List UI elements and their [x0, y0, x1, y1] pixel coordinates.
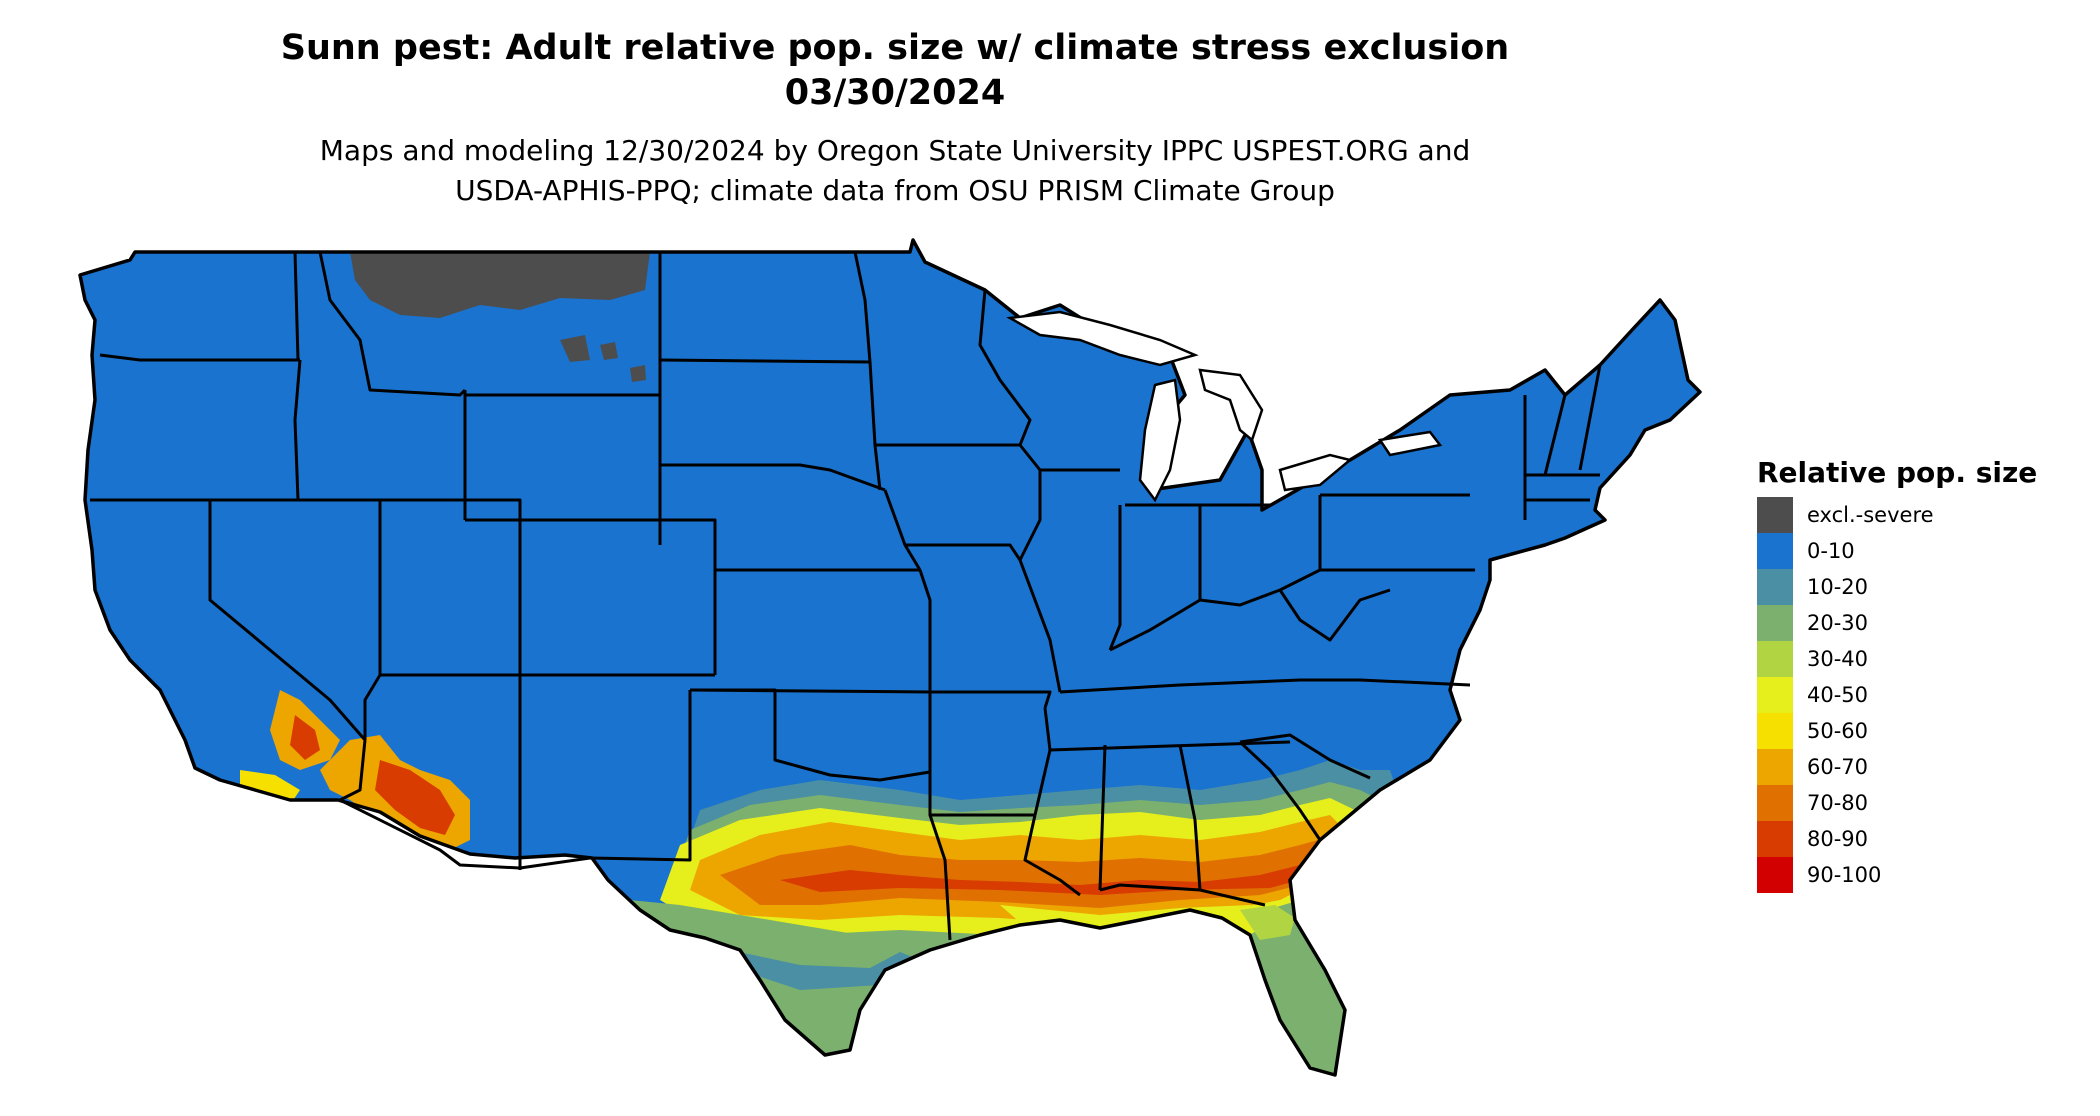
legend-item: excl.-severe — [1757, 497, 2037, 533]
border-la-ms — [1023, 814, 1081, 897]
legend-item: 50-60 — [1757, 713, 2037, 749]
legend-label: 0-10 — [1807, 539, 1855, 563]
legend-swatch — [1757, 785, 1793, 821]
legend-swatch — [1757, 497, 1793, 533]
border-nc-va-tn — [1300, 678, 1471, 687]
border-oh-ky-wv — [1109, 568, 1321, 652]
band-tx-coast-10-20 — [730, 950, 920, 990]
legend-label: 80-90 — [1807, 827, 1869, 851]
border-ok-tx — [690, 688, 931, 782]
legend-label: 20-30 — [1807, 611, 1869, 635]
band-mt-excl-patches — [560, 335, 646, 382]
border-id-ut-nv — [380, 498, 522, 520]
border-wa-id — [293, 251, 300, 361]
legend-label: 10-20 — [1807, 575, 1869, 599]
us-map — [78, 238, 1702, 1077]
border-va-wv-ky — [1278, 588, 1391, 642]
legend-label: 50-60 — [1807, 719, 1869, 743]
legend-label: 40-50 — [1807, 683, 1869, 707]
border-nm-tx — [589, 690, 692, 862]
border-ks-mo — [918, 569, 932, 692]
legend-item: 80-90 — [1757, 821, 2037, 857]
lake-ontario — [1377, 430, 1443, 457]
legend-swatch — [1757, 677, 1793, 713]
us-outline — [78, 238, 1702, 1077]
legend-swatch — [1757, 713, 1793, 749]
border-nv-ut-az — [363, 500, 382, 740]
border-mo-il — [1018, 559, 1062, 693]
border-wa-or — [99, 353, 300, 362]
border-mn-wi — [978, 289, 1032, 446]
border-mo-ar — [930, 690, 1052, 709]
band-70-80 — [720, 838, 1335, 908]
border-nc-sc — [1239, 733, 1371, 780]
border-al-ga — [1178, 744, 1202, 891]
border-ia-il-wi — [1018, 444, 1042, 561]
state-borders — [90, 251, 1602, 941]
border-al-fl-ga — [1099, 883, 1266, 907]
subtitle-line-2: USDA-APHIS-PPQ; climate data from OSU PR… — [455, 174, 1335, 207]
band-80-90 — [780, 855, 1320, 895]
border-ms-al — [1098, 744, 1107, 891]
lake-huron — [1198, 368, 1264, 443]
legend-title: Relative pop. size — [1757, 456, 2038, 489]
legend-swatch — [1757, 641, 1793, 677]
border-nd-sd — [659, 358, 871, 364]
border-ma-ct-ri — [1525, 473, 1600, 502]
map-subtitle: Maps and modeling 12/30/2024 by Oregon S… — [0, 131, 1790, 211]
lake-superior — [1006, 310, 1199, 367]
legend-items: excl.-severe 0-10 10-20 20-30 30-40 40-50 50-6… — [1757, 497, 2037, 893]
legend: Relative pop. size excl.-severe 0-10 10-20… — [1757, 455, 2037, 893]
legend-swatch — [1757, 857, 1793, 893]
legend-item: 30-40 — [1757, 641, 2037, 677]
border-tn-ms-al-ga — [1049, 740, 1291, 752]
legend-swatch — [1757, 749, 1793, 785]
legend-swatch — [1757, 533, 1793, 569]
legend-label: 90-100 — [1807, 863, 1882, 887]
border-wy-co — [465, 518, 717, 530]
legend-item: 60-70 — [1757, 749, 2037, 785]
legend-swatch — [1757, 569, 1793, 605]
great-lakes — [1006, 310, 1443, 503]
legend-item: 70-80 — [1757, 785, 2037, 821]
border-or-id — [293, 359, 302, 501]
title-date: 03/30/2024 — [784, 73, 1006, 113]
legend-item: 10-20 — [1757, 569, 2037, 605]
band-fl-30-40 — [1240, 905, 1295, 940]
band-az-80-90 — [375, 760, 455, 835]
border-la-tx — [928, 814, 952, 941]
map-title: Sunn pest: Adult relative pop. size w/ c… — [0, 26, 1790, 116]
border-nh-me — [1578, 364, 1602, 471]
band-tx-coast-20-30 — [630, 900, 900, 965]
legend-swatch — [1757, 821, 1793, 857]
lake-erie — [1278, 453, 1353, 492]
legend-swatch — [1757, 605, 1793, 641]
title-line-1: Sunn pest: Adult relative pop. size w/ c… — [280, 28, 1510, 68]
subtitle-line-1: Maps and modeling 12/30/2024 by Oregon S… — [319, 134, 1471, 167]
legend-label: 30-40 — [1807, 647, 1869, 671]
legend-item: 40-50 — [1757, 677, 2037, 713]
border-ca-nv — [208, 500, 367, 741]
legend-item: 0-10 — [1757, 533, 2037, 569]
border-mexico — [339, 798, 591, 870]
border-ia-mo — [905, 543, 1022, 561]
band-ca-80-90 — [290, 715, 320, 760]
border-vt-nh — [1543, 394, 1567, 476]
legend-label: 60-70 — [1807, 755, 1869, 779]
band-mt-excl-severe — [350, 252, 650, 318]
legend-label: excl.-severe — [1807, 503, 1934, 527]
lake-michigan — [1138, 378, 1182, 503]
legend-label: 70-80 — [1807, 791, 1869, 815]
border-sd-ne — [660, 463, 886, 492]
border-ga-sc — [1238, 740, 1322, 841]
border-il-in — [1108, 505, 1122, 651]
border-ca-az — [339, 739, 367, 802]
legend-item: 90-100 — [1757, 857, 2037, 893]
border-id-mt — [318, 251, 467, 397]
legend-item: 20-30 — [1757, 605, 2037, 641]
border-nd-mn — [853, 251, 872, 363]
